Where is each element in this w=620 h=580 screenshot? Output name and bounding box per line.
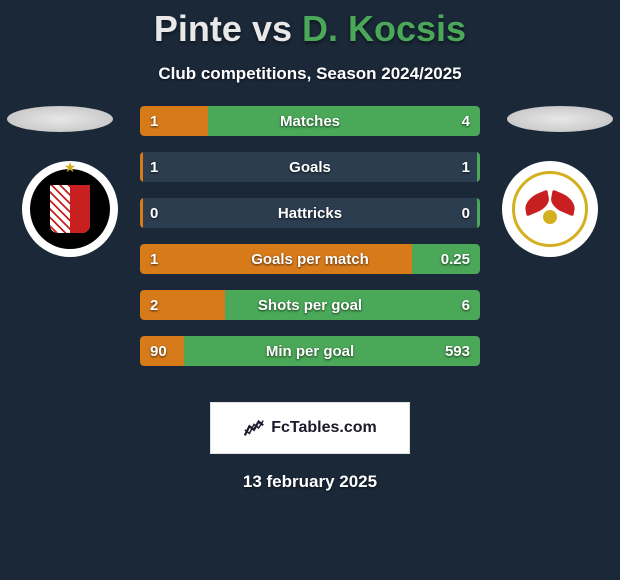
stat-row: 10.25Goals per match bbox=[140, 244, 480, 274]
vs-text: vs bbox=[252, 8, 292, 49]
subtitle: Club competitions, Season 2024/2025 bbox=[0, 64, 620, 84]
player2-name: D. Kocsis bbox=[302, 8, 466, 49]
stat-label: Matches bbox=[140, 106, 480, 136]
page-title: Pinte vs D. Kocsis bbox=[0, 0, 620, 50]
stat-label: Goals per match bbox=[140, 244, 480, 274]
stat-row: 14Matches bbox=[140, 106, 480, 136]
honved-badge-icon: ★ bbox=[30, 169, 110, 249]
stat-label: Min per goal bbox=[140, 336, 480, 366]
chart-icon bbox=[243, 417, 265, 439]
player2-club-badge bbox=[502, 161, 598, 257]
player1-club-badge: ★ bbox=[22, 161, 118, 257]
stat-label: Shots per goal bbox=[140, 290, 480, 320]
comparison-area: ★ 14Matches 11Goals 00Hattricks 10.25Goals … bbox=[0, 106, 620, 396]
player1-photo-placeholder bbox=[7, 106, 113, 132]
brand-text: FcTables.com bbox=[271, 419, 377, 437]
stat-row: 11Goals bbox=[140, 152, 480, 182]
stat-label: Goals bbox=[140, 152, 480, 182]
date-text: 13 february 2025 bbox=[0, 472, 620, 492]
stat-label: Hattricks bbox=[140, 198, 480, 228]
player1-name: Pinte bbox=[154, 8, 242, 49]
shield-icon bbox=[50, 185, 90, 233]
stat-row: 90593Min per goal bbox=[140, 336, 480, 366]
star-icon: ★ bbox=[64, 159, 77, 176]
stat-row: 00Hattricks bbox=[140, 198, 480, 228]
stat-rows: 14Matches 11Goals 00Hattricks 10.25Goals pe… bbox=[140, 106, 480, 382]
player2-photo-placeholder bbox=[507, 106, 613, 132]
stat-row: 26Shots per goal bbox=[140, 290, 480, 320]
brand-box[interactable]: FcTables.com bbox=[210, 402, 410, 454]
wings-icon bbox=[523, 194, 577, 214]
dvsc-badge-icon bbox=[512, 171, 588, 247]
